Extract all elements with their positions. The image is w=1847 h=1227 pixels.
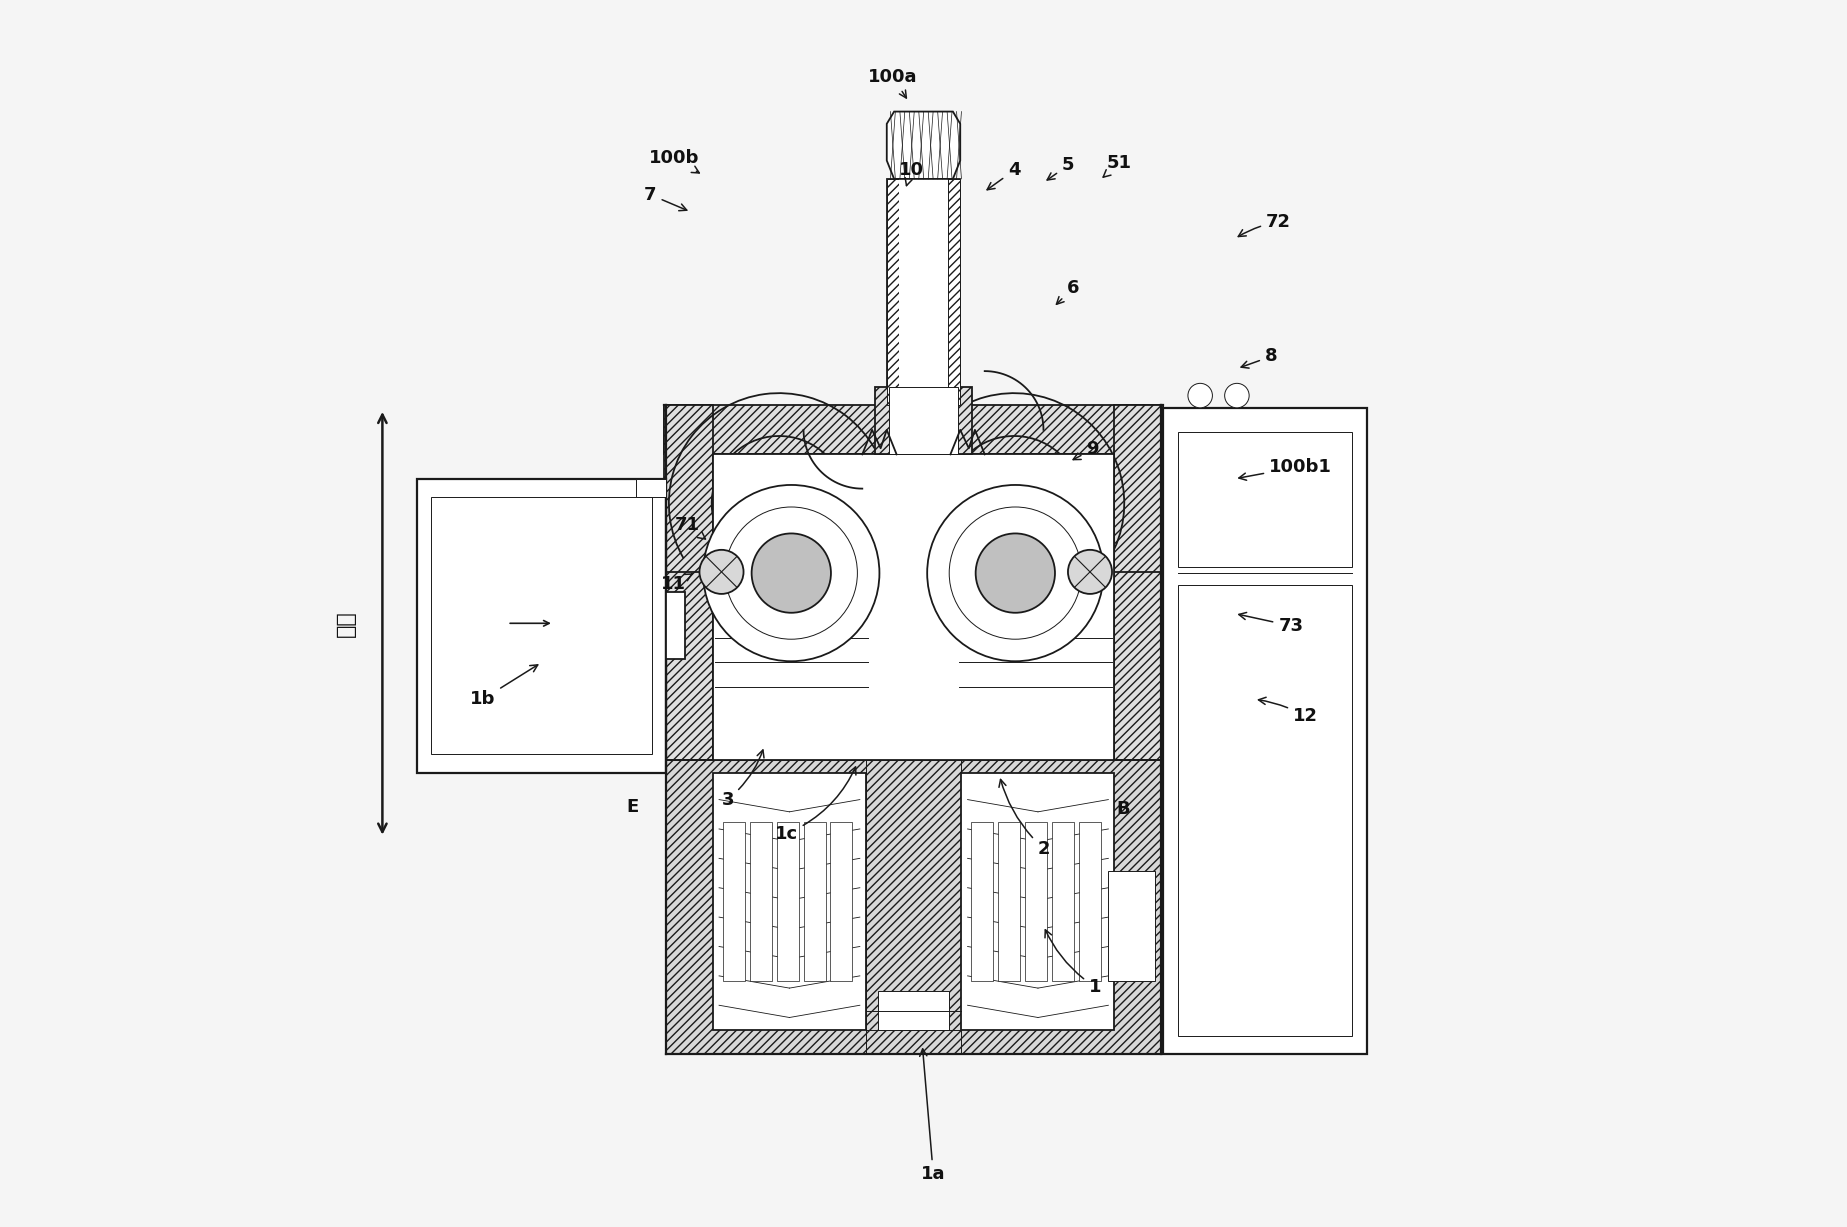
Bar (887, 179, 899, 405)
Text: B: B (1116, 800, 1130, 818)
Bar (663, 405, 713, 761)
Bar (899, 179, 948, 405)
Bar (962, 773, 1114, 1029)
Text: 72: 72 (1237, 212, 1291, 237)
Text: 9: 9 (1073, 440, 1099, 460)
Bar (1079, 822, 1101, 980)
Circle shape (700, 550, 744, 594)
Text: 1c: 1c (776, 767, 855, 843)
Text: E: E (626, 798, 639, 816)
Bar (874, 387, 973, 454)
Text: 1b: 1b (471, 665, 537, 708)
Circle shape (704, 485, 879, 661)
Text: 8: 8 (1241, 347, 1278, 368)
Bar (417, 479, 667, 773)
Text: 51: 51 (1103, 153, 1132, 177)
Text: 6: 6 (1056, 279, 1079, 304)
Bar (877, 990, 949, 1029)
Bar (887, 179, 960, 405)
Text: 100b1: 100b1 (1239, 458, 1332, 480)
Bar (1114, 405, 1164, 761)
Bar (866, 761, 962, 1054)
Text: 1a: 1a (920, 1049, 946, 1183)
Bar (635, 479, 667, 497)
Text: 10: 10 (899, 161, 924, 185)
Bar (722, 822, 744, 980)
Text: 2: 2 (999, 779, 1049, 858)
Bar (663, 405, 1164, 454)
Text: 4: 4 (986, 161, 1020, 190)
Bar (1108, 871, 1154, 980)
Circle shape (1068, 550, 1112, 594)
Text: 12: 12 (1258, 697, 1319, 725)
Text: 5: 5 (1047, 156, 1075, 180)
Bar (1178, 432, 1352, 567)
Text: 1: 1 (1045, 930, 1101, 996)
Circle shape (1225, 383, 1249, 407)
Circle shape (949, 507, 1082, 639)
Bar (831, 822, 853, 980)
Bar (1164, 407, 1367, 1054)
Bar (1025, 822, 1047, 980)
Bar (1178, 585, 1352, 1036)
Bar (667, 593, 685, 659)
Bar (803, 822, 826, 980)
Bar (972, 822, 994, 980)
Text: 71: 71 (674, 517, 706, 539)
Bar (997, 822, 1020, 980)
Circle shape (1188, 383, 1212, 407)
Text: 100a: 100a (868, 69, 918, 98)
Bar (750, 822, 772, 980)
Circle shape (927, 485, 1103, 661)
Text: 100b: 100b (648, 150, 700, 173)
Text: 3: 3 (722, 750, 765, 809)
Bar (667, 761, 1162, 1054)
Text: 7: 7 (645, 185, 687, 211)
Circle shape (752, 534, 831, 612)
Bar (713, 454, 1114, 761)
Bar (713, 773, 866, 1029)
Polygon shape (887, 112, 960, 179)
Circle shape (726, 507, 857, 639)
Bar (432, 497, 652, 755)
Bar (776, 822, 798, 980)
Bar (948, 179, 960, 405)
Text: 轴向: 轴向 (336, 610, 356, 637)
Text: 73: 73 (1239, 612, 1304, 634)
Text: 11: 11 (661, 574, 693, 593)
Bar (888, 387, 959, 454)
Circle shape (975, 534, 1055, 612)
Bar (1053, 822, 1075, 980)
